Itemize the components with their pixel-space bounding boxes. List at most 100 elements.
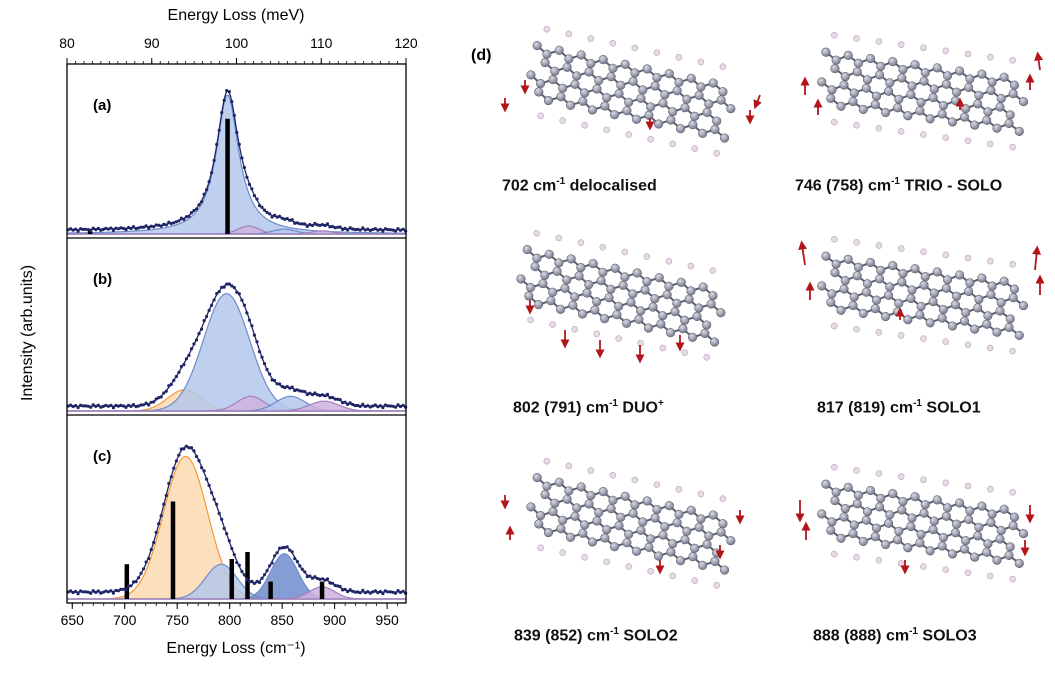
data-point bbox=[76, 229, 80, 233]
carbon-atom bbox=[999, 504, 1009, 514]
carbon-atom bbox=[1014, 330, 1024, 340]
carbon-atom bbox=[821, 251, 831, 261]
hydrogen-atom bbox=[681, 349, 688, 356]
carbon-atom bbox=[999, 276, 1009, 286]
carbon-atom bbox=[903, 543, 913, 553]
hydrogen-atom bbox=[964, 254, 972, 262]
carbon-atom bbox=[941, 79, 951, 89]
data-point bbox=[346, 228, 350, 232]
data-point bbox=[91, 403, 95, 407]
data-point bbox=[305, 392, 309, 397]
carbon-atom bbox=[1018, 529, 1029, 539]
data-point bbox=[280, 216, 284, 220]
carbon-atom bbox=[1004, 322, 1014, 332]
carbon-atom bbox=[538, 279, 548, 289]
carbon-atom bbox=[698, 560, 708, 570]
data-point bbox=[283, 386, 287, 390]
hydrogen-atom bbox=[609, 472, 617, 479]
carbon-atom bbox=[676, 277, 686, 287]
fit-component bbox=[67, 563, 406, 600]
carbon-atom bbox=[973, 99, 983, 109]
carbon-atom bbox=[888, 261, 898, 271]
data-point bbox=[240, 156, 244, 160]
carbon-atom bbox=[848, 96, 858, 107]
data-point bbox=[149, 224, 153, 228]
carbon-atom bbox=[604, 293, 614, 303]
carbon-atom bbox=[666, 547, 676, 557]
hydrogen-atom bbox=[964, 137, 972, 145]
carbon-atom bbox=[540, 490, 550, 500]
hydrogen-atom bbox=[987, 257, 994, 265]
data-point bbox=[328, 581, 332, 585]
carbon-atom bbox=[903, 315, 913, 325]
carbon-atom bbox=[848, 300, 858, 311]
carbon-atom bbox=[548, 75, 558, 85]
carbon-atom bbox=[634, 314, 644, 324]
carbon-atom bbox=[631, 546, 642, 556]
hydrogen-atom bbox=[942, 566, 949, 573]
carbon-atom bbox=[861, 515, 871, 525]
data-point bbox=[147, 556, 151, 561]
carbon-atom bbox=[928, 297, 938, 307]
data-point bbox=[341, 401, 345, 405]
data-point bbox=[308, 574, 312, 578]
carbon-atom bbox=[959, 112, 970, 122]
data-point bbox=[313, 221, 317, 226]
data-point bbox=[99, 591, 103, 595]
carbon-atom bbox=[726, 104, 736, 114]
carbon-atom bbox=[836, 101, 846, 111]
data-point bbox=[383, 589, 387, 593]
hydrogen-atom bbox=[1009, 347, 1016, 355]
carbon-atom bbox=[839, 284, 849, 294]
data-point bbox=[333, 226, 337, 230]
data-point bbox=[396, 589, 400, 593]
data-point bbox=[111, 406, 115, 410]
panel-c: (c) bbox=[66, 444, 408, 600]
data-point bbox=[313, 391, 317, 395]
hydrogen-atom bbox=[665, 258, 673, 265]
hydrogen-atom bbox=[987, 53, 994, 61]
carbon-atom bbox=[622, 538, 632, 548]
data-point bbox=[205, 477, 209, 481]
hydrogen-atom bbox=[875, 242, 883, 249]
data-point bbox=[162, 391, 166, 395]
data-point bbox=[210, 491, 214, 495]
data-point bbox=[91, 589, 95, 593]
data-point bbox=[300, 222, 304, 226]
data-point bbox=[265, 569, 269, 573]
hydrogen-atom bbox=[964, 569, 972, 577]
data-point bbox=[368, 591, 372, 595]
molecule-2 bbox=[817, 31, 1029, 151]
carbon-atom bbox=[970, 120, 980, 130]
carbon-atom bbox=[556, 92, 566, 102]
data-point bbox=[356, 403, 360, 408]
carbon-atom bbox=[992, 555, 1002, 565]
data-point bbox=[182, 217, 186, 221]
data-point bbox=[177, 370, 181, 374]
data-point bbox=[320, 223, 325, 227]
hydrogen-atom bbox=[964, 341, 972, 349]
carbon-atom bbox=[858, 308, 868, 318]
carbon-atom bbox=[903, 111, 913, 121]
carbon-atom bbox=[888, 57, 898, 67]
hydrogen-atom bbox=[986, 572, 994, 580]
carbon-atom bbox=[620, 59, 630, 69]
carbon-atom bbox=[937, 541, 947, 551]
mode-caption-888: 888 (888) cm-1 SOLO3 bbox=[813, 626, 977, 645]
fit-component bbox=[67, 400, 406, 412]
data-point bbox=[227, 282, 231, 286]
carbon-atom bbox=[578, 96, 588, 106]
hydrogen-atom bbox=[831, 118, 838, 126]
top-tick-label: 80 bbox=[59, 35, 75, 51]
carbon-atom bbox=[670, 307, 680, 317]
data-point bbox=[184, 215, 188, 219]
data-point bbox=[169, 475, 173, 479]
carbon-atom bbox=[843, 482, 853, 492]
carbon-atom bbox=[964, 514, 974, 524]
data-point bbox=[109, 589, 113, 593]
carbon-atom bbox=[577, 309, 588, 319]
data-point bbox=[79, 403, 83, 407]
data-point bbox=[121, 587, 126, 591]
hydrogen-atom bbox=[964, 50, 972, 58]
data-point bbox=[280, 546, 284, 550]
